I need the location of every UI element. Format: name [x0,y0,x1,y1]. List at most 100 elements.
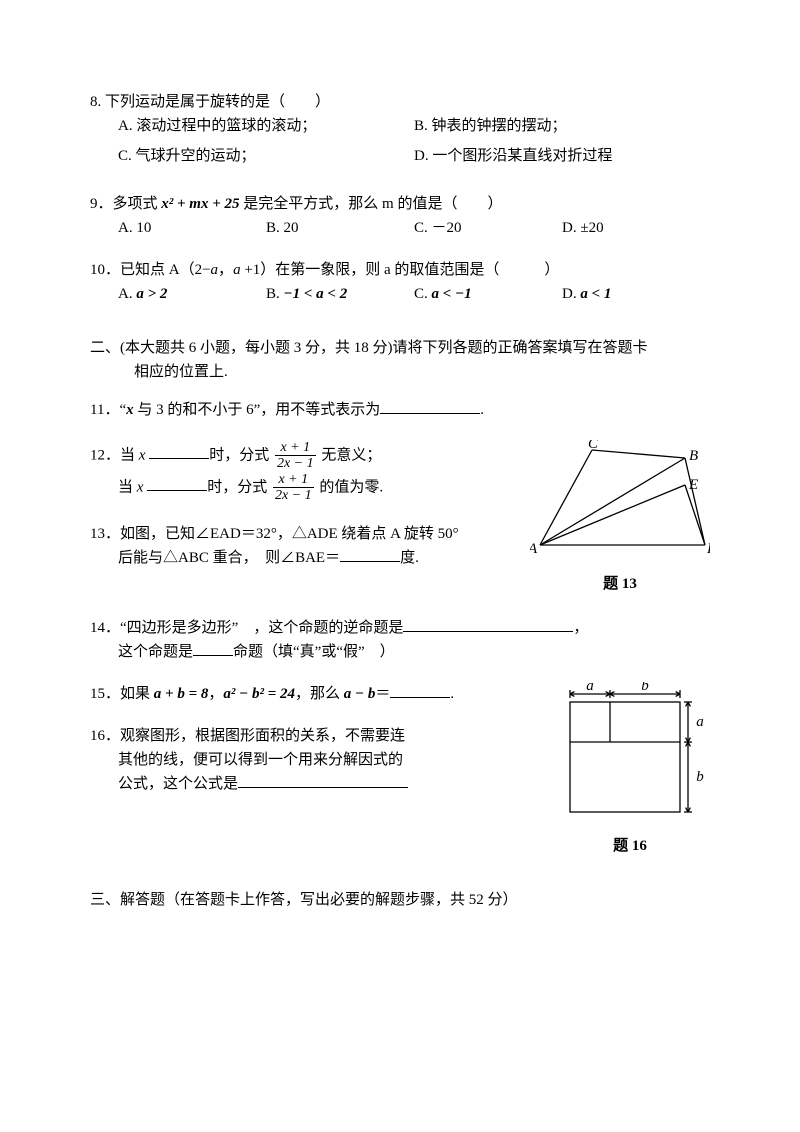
q13-blank [340,546,400,562]
q10-d-pre: D. [562,286,580,302]
q15-c1: ， [208,686,223,702]
q9-option-b: B. 20 [266,216,414,240]
q8-options: A. 滚动过程中的篮球的滚动； B. 钟表的钟摆的摆动； C. 气球升空的运动；… [90,114,710,174]
question-8: 8. 下列运动是属于旋转的是（ ） A. 滚动过程中的篮球的滚动； B. 钟表的… [90,90,710,174]
q10-a-pre: A. [118,286,136,302]
q8-option-d: D. 一个图形沿某直线对折过程 [414,144,710,168]
q14-line2: 这个命题是 命题（填“真”或“假” ） [90,640,710,664]
q10-c-expr: a < −1 [432,286,472,302]
q13-l2a: 后能与△ABC 重合， 则∠BAE＝ [118,550,340,566]
q12-num2: x + 1 [273,472,314,487]
question-10: 10．已知点 A（2−a，a +1）在第一象限，则 a 的取值范围是（ ） A.… [90,258,710,306]
section-2-line2: 相应的位置上. [90,360,710,384]
q8-option-a: A. 滚动过程中的篮球的滚动； [118,114,414,138]
q14-l1b: ， [573,620,588,636]
q10-c-pre: C. [414,286,432,302]
q15-post: . [450,686,454,702]
q16-blank [238,772,408,788]
section-2-line1: 二、(本大题共 6 小题，每小题 3 分，共 18 分)请将下列各题的正确答案填… [90,336,710,360]
q15-e1: a + b = 8 [154,686,209,702]
q10-options: A. a > 2 B. −1 < a < 2 C. a < −1 D. a < … [90,282,710,306]
q8-option-b: B. 钟表的钟摆的摆动； [414,114,710,138]
q15-eq: ＝ [375,686,390,702]
figure-13-label: 题 13 [530,572,710,596]
q8-stem: 8. 下列运动是属于旋转的是（ ） [90,90,710,114]
svg-text:E: E [688,477,698,493]
q10-stem: 10．已知点 A（2−a，a +1）在第一象限，则 a 的取值范围是（ ） [90,258,710,282]
q9-post: 是完全平方式，那么 m 的值是（ ） [240,196,503,212]
q14-blank2 [193,640,233,656]
figure-16-svg: a b a b [550,682,710,822]
q12-x1: x [139,447,146,463]
svg-text:A: A [530,541,538,557]
q13-l2b: 度. [400,550,419,566]
q11-post: . [480,402,484,418]
q16-l3a: 公式，这个公式是 [118,776,238,792]
section-3-heading: 三、解答题（在答题卡上作答，写出必要的解题步骤，共 52 分） [90,888,710,912]
q12-blank2 [147,475,207,491]
section-2-heading: 二、(本大题共 6 小题，每小题 3 分，共 18 分)请将下列各题的正确答案填… [90,336,710,384]
q11-x: x [126,402,134,418]
q12-frac1: x + 12x − 1 [275,440,316,472]
figure-13-svg: ABCDE [530,440,710,560]
question-14: 14．“四边形是多边形” ，这个命题的逆命题是 ， 这个命题是 命题（填“真”或“假… [90,616,710,664]
q14-line1: 14．“四边形是多边形” ，这个命题的逆命题是 ， [90,616,710,640]
svg-text:a: a [696,714,704,730]
q12-l1c: 无意义； [321,447,381,463]
q10-c1: ， [218,262,233,278]
q9-option-a: A. 10 [118,216,266,240]
q15-e2: a² − b² = 24 [223,686,295,702]
q10-a1: a [211,262,219,278]
q12-blank1 [149,443,209,459]
svg-text:b: b [641,682,649,694]
q12-num1: x + 1 [275,440,316,455]
q10-option-a: A. a > 2 [118,282,266,306]
q9-option-d: D. ±20 [562,216,710,240]
q10-post: +1）在第一象限，则 a 的取值范围是（ ） [241,262,560,278]
q12-l2c: 的值为零. [319,479,383,495]
q15-e3: a − b [344,686,376,702]
q10-b-expr: −1 < a < 2 [284,286,348,302]
q9-options: A. 10 B. 20 C. －20 D. ±20 [90,216,710,240]
q15-blank [390,682,450,698]
svg-text:a: a [586,682,594,694]
q12-x2: x [137,479,144,495]
q12-den1: 2x − 1 [275,455,316,471]
svg-text:b: b [696,769,704,785]
q10-option-b: B. −1 < a < 2 [266,282,414,306]
q8-option-c: C. 气球升空的运动； [118,144,414,168]
q14-l1a: 14．“四边形是多边形” ，这个命题的逆命题是 [90,620,403,636]
q15-c2: ，那么 [295,686,344,702]
q9-stem: 9．多项式 x² + mx + 25 是完全平方式，那么 m 的值是（ ） [90,192,710,216]
q12-l1a: 12．当 [90,447,139,463]
question-11: 11．“x 与 3 的和不小于 6”，用不等式表示为. [90,398,710,422]
q10-option-c: C. a < −1 [414,282,562,306]
figure-13: ABCDE 题 13 [530,440,710,596]
q9-option-c: C. －20 [414,216,562,240]
figure-16: a b a b 题 16 [550,682,710,858]
q11-pre: 11．“ [90,402,126,418]
question-9: 9．多项式 x² + mx + 25 是完全平方式，那么 m 的值是（ ） A.… [90,192,710,240]
q12-frac2: x + 12x − 1 [273,472,314,504]
figure-16-label: 题 16 [550,834,710,858]
svg-text:D: D [706,541,710,557]
q12-l1b: 时，分式 [209,447,269,463]
q14-l2a: 这个命题是 [118,644,193,660]
q11-blank [380,398,480,414]
q12-l2a: 当 [118,479,137,495]
q12-den2: 2x − 1 [273,487,314,503]
q10-a-expr: a > 2 [136,286,167,302]
page: 8. 下列运动是属于旋转的是（ ） A. 滚动过程中的篮球的滚动； B. 钟表的… [0,0,800,966]
q15-pre: 15．如果 [90,686,154,702]
q10-a2: a [233,262,241,278]
q10-d-expr: a < 1 [580,286,611,302]
q14-l2b: 命题（填“真”或“假” ） [233,644,395,660]
q9-expr: x² + mx + 25 [161,196,239,212]
q14-blank1 [403,616,573,632]
q10-b-pre: B. [266,286,284,302]
q11-mid: 与 3 的和不小于 6”，用不等式表示为 [134,402,381,418]
q12-l2b: 时，分式 [207,479,267,495]
q9-pre: 9．多项式 [90,196,161,212]
svg-text:B: B [689,448,698,464]
q10-option-d: D. a < 1 [562,282,710,306]
